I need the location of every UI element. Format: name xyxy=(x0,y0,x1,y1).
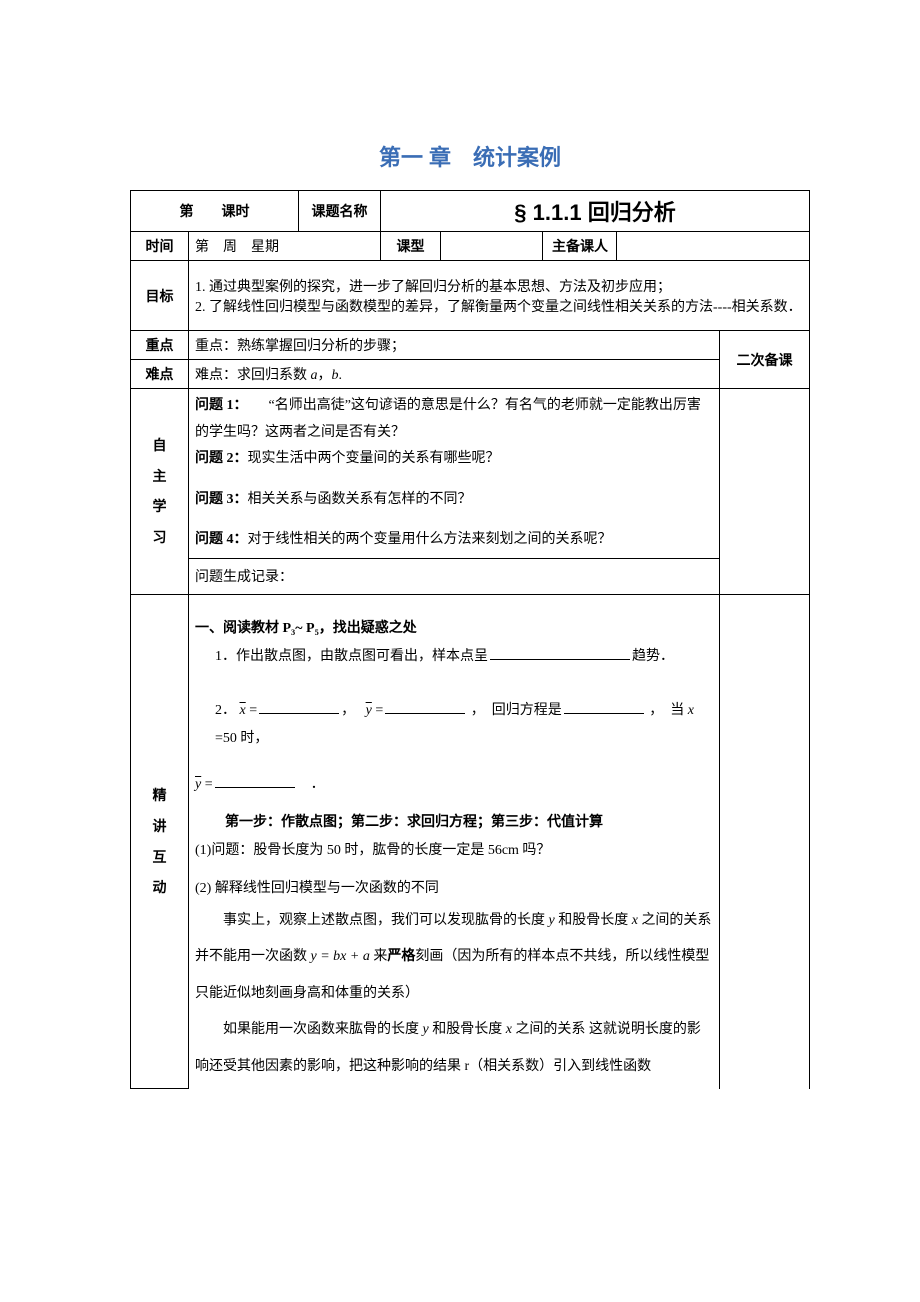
reading-prefix: 一、阅读教材 xyxy=(195,621,283,636)
preparer-value xyxy=(617,232,810,261)
keypoint-text: 重点：熟练掌握回归分析的步骤； xyxy=(189,331,720,360)
q2-text: 现实生活中两个变量间的关系有哪些呢？ xyxy=(248,451,500,466)
diff-a: a xyxy=(311,368,318,383)
spacer xyxy=(195,513,713,527)
second-prep-label: 二次备课 xyxy=(719,331,809,389)
keypoint-label: 重点 xyxy=(131,331,189,360)
time-label: 时间 xyxy=(131,232,189,261)
q1: 问题 1： “名师出高徒”这句谚语的意思是什么？有名气的老师就一定能教出厉害的学… xyxy=(195,393,713,446)
diff-period: . xyxy=(339,368,343,383)
item1: 1．作出散点图，由散点图可看出，样本点呈 趋势． xyxy=(195,643,713,671)
para1: 事实上，观察上述散点图，我们可以发现肱骨的长度 y 和股骨长度 x 之间的关系并… xyxy=(195,903,713,1012)
p2b: 和股骨长度 xyxy=(429,1022,506,1037)
ybar2-suffix: ． xyxy=(311,777,325,792)
spacer xyxy=(195,799,713,809)
spacer xyxy=(195,671,713,697)
class-type-label: 课型 xyxy=(381,232,441,261)
blank-xbar xyxy=(259,700,339,714)
regress-label: ， 回归方程是 xyxy=(471,703,562,718)
topic-value: § 1.1.1 回归分析 xyxy=(381,191,810,232)
blank-ybar xyxy=(385,700,465,714)
section-title: § 1.1.1 回归分析 xyxy=(387,195,803,227)
item1-suffix: 趋势． xyxy=(632,649,674,664)
x-sym: x xyxy=(688,703,694,718)
q1-label: 问题 1： xyxy=(195,398,241,413)
row-goals: 目标 1. 通过典型案例的探究，进一步了解回归分析的基本思想、方法及初步应用； … xyxy=(131,261,810,331)
row-lesson: 第 课时 课题名称 § 1.1.1 回归分析 xyxy=(131,191,810,232)
blank-regress xyxy=(564,700,644,714)
q2: 问题 2：现实生活中两个变量间的关系有哪些呢？ xyxy=(195,446,713,473)
p1d: 来 xyxy=(370,949,388,964)
p2a: 如果能用一次函数来肱骨的长度 xyxy=(195,1022,423,1037)
topic-label: 课题名称 xyxy=(299,191,381,232)
q4-text: 对于线性相关的两个变量用什么方法来刻划之间的关系呢？ xyxy=(248,532,612,547)
lq1: (1)问题：股骨长度为 50 时，肱骨的长度一定是 56cm 吗？ xyxy=(195,837,713,865)
lq2-head: (2) 解释线性回归模型与一次函数的不同 xyxy=(195,875,713,903)
eq1: = xyxy=(246,703,257,718)
row-difficulty: 难点 难点：求回归系数 a，b. xyxy=(131,360,810,389)
spacer xyxy=(195,865,713,875)
page: 第一 章 统计案例 第 课时 课题名称 § 1.1.1 回归分析 时间 第 周 … xyxy=(0,0,920,1129)
selfstudy-questions: 问题 1： “名师出高徒”这句谚语的意思是什么？有名气的老师就一定能教出厉害的学… xyxy=(189,389,720,559)
goals-text: 1. 通过典型案例的探究，进一步了解回归分析的基本思想、方法及初步应用； 2. … xyxy=(189,261,810,331)
diff-prefix: 难点：求回归系数 xyxy=(195,368,311,383)
p-range: P₃~ P₅ xyxy=(283,621,319,636)
p1a: 事实上，观察上述散点图，我们可以发现肱骨的长度 xyxy=(195,913,549,928)
reading-suffix: ，找出疑惑之处 xyxy=(319,621,417,636)
class-type-value xyxy=(441,232,543,261)
item1-prefix: 1．作出散点图，由散点图可看出，样本点呈 xyxy=(215,649,488,664)
row-keypoint: 重点 重点：熟练掌握回归分析的步骤； 二次备课 xyxy=(131,331,810,360)
selfstudy-label: 自 主 学 习 xyxy=(131,389,189,595)
lecture-label: 精 讲 互 动 xyxy=(131,594,189,1088)
para2: 如果能用一次函数来肱骨的长度 y 和股骨长度 x 之间的关系 这就说明长度的影响… xyxy=(195,1012,713,1085)
eq2: = xyxy=(372,703,383,718)
when-x: ， 当 xyxy=(649,703,688,718)
gen-record: 问题生成记录： xyxy=(189,558,720,594)
p1b: 和股骨长度 xyxy=(555,913,632,928)
q3-text: 相关关系与函数关系有怎样的不同？ xyxy=(248,492,472,507)
q3-label: 问题 3： xyxy=(195,492,248,507)
blank-ybar2 xyxy=(215,774,295,788)
row-time: 时间 第 周 星期 课型 主备课人 xyxy=(131,232,810,261)
row-selfstudy-gen: 问题生成记录： xyxy=(131,558,810,594)
q4-label: 问题 4： xyxy=(195,532,248,547)
preparer-label: 主备课人 xyxy=(543,232,617,261)
blank-trend xyxy=(490,646,630,660)
lecture-content: 一、阅读教材 P₃~ P₅，找出疑惑之处 1．作出散点图，由散点图可看出，样本点… xyxy=(189,594,720,1088)
q4: 问题 4：对于线性相关的两个变量用什么方法来刻划之间的关系呢？ xyxy=(195,527,713,554)
chapter-title: 第一 章 统计案例 xyxy=(130,140,810,172)
difficulty-text: 难点：求回归系数 a，b. xyxy=(189,360,720,389)
x-val: =50 时， xyxy=(215,731,268,746)
item2-prefix: 2． xyxy=(215,703,236,718)
lesson-number-label: 第 课时 xyxy=(131,191,299,232)
spacer xyxy=(195,599,713,615)
selfstudy-side xyxy=(719,389,809,595)
item2b: y = ． xyxy=(195,771,713,799)
spacer xyxy=(195,473,713,487)
difficulty-label: 难点 xyxy=(131,360,189,389)
q1-text: “名师出高徒”这句谚语的意思是什么？有名气的老师就一定能教出厉害的学生吗？这两者… xyxy=(195,398,701,440)
diff-comma: ， xyxy=(318,368,332,383)
goals-line1: 1. 通过典型案例的探究，进一步了解回归分析的基本思想、方法及初步应用； xyxy=(195,276,803,296)
strict: 严格 xyxy=(387,949,415,964)
eq3: = xyxy=(201,777,212,792)
goals-line2: 2. 了解线性回归模型与函数模型的差异，了解衡量两个变量之间线性相关关系的方法-… xyxy=(195,296,803,316)
lesson-plan-table: 第 课时 课题名称 § 1.1.1 回归分析 时间 第 周 星期 课型 主备课人… xyxy=(130,190,810,1089)
spacer xyxy=(195,753,713,771)
lecture-side xyxy=(719,594,809,1088)
row-lecture: 精 讲 互 动 一、阅读教材 P₃~ P₅，找出疑惑之处 1．作出散点图，由散点… xyxy=(131,594,810,1088)
steps: 第一步：作散点图；第二步：求回归方程；第三步：代值计算 xyxy=(195,809,713,837)
goals-label: 目标 xyxy=(131,261,189,331)
time-value: 第 周 星期 xyxy=(189,232,381,261)
q2-label: 问题 2： xyxy=(195,451,248,466)
func: y = bx + a xyxy=(311,949,370,964)
diff-b: b xyxy=(332,368,339,383)
q3: 问题 3：相关关系与函数关系有怎样的不同？ xyxy=(195,487,713,514)
reading-head: 一、阅读教材 P₃~ P₅，找出疑惑之处 xyxy=(195,615,713,643)
item2: 2． x =， y = ， 回归方程是 ， 当 x =50 时， xyxy=(195,697,713,753)
row-selfstudy-q: 自 主 学 习 问题 1： “名师出高徒”这句谚语的意思是什么？有名气的老师就一… xyxy=(131,389,810,559)
